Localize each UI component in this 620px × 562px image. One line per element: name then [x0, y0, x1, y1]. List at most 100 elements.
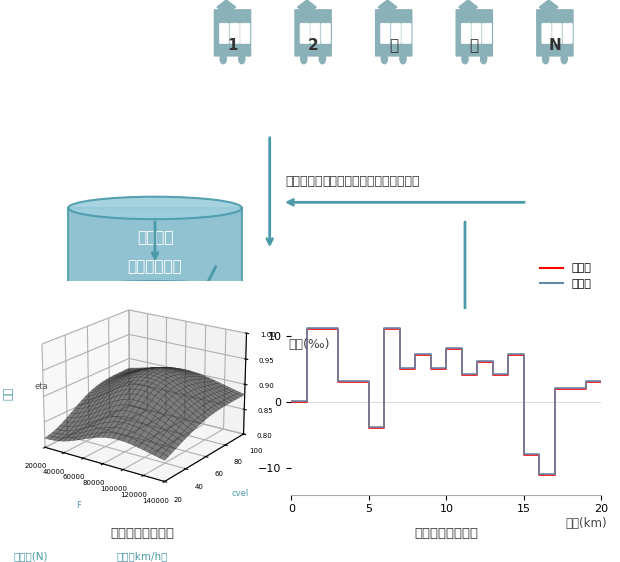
- Circle shape: [400, 53, 406, 64]
- FancyBboxPatch shape: [241, 23, 250, 43]
- 推定値: [458, 345, 466, 351]
- Text: ・: ・: [389, 38, 398, 53]
- 参考値: [551, 472, 559, 478]
- 推定値: [474, 371, 481, 378]
- 参考値: [536, 472, 543, 478]
- FancyBboxPatch shape: [391, 23, 401, 43]
- 参考値: [381, 325, 388, 332]
- Text: 路線勾配推定結果: 路線勾配推定結果: [414, 527, 479, 541]
- 推定値: [520, 351, 528, 358]
- FancyBboxPatch shape: [563, 23, 572, 43]
- 参考値: [303, 325, 311, 332]
- FancyBboxPatch shape: [321, 23, 330, 43]
- FancyBboxPatch shape: [300, 23, 309, 43]
- 参考値: [396, 325, 404, 332]
- Circle shape: [301, 53, 307, 64]
- 参考値: [520, 352, 528, 359]
- 参考値: [582, 379, 590, 386]
- Text: ・: ・: [470, 38, 479, 53]
- Text: 勾配(‰): 勾配(‰): [288, 338, 330, 351]
- 推定値: [288, 397, 295, 404]
- 参考値: [443, 346, 450, 352]
- 参考値: [288, 398, 295, 405]
- 参考値: [443, 365, 450, 372]
- Circle shape: [220, 53, 226, 64]
- 推定値: [443, 364, 450, 371]
- Line: 参考値: 参考値: [291, 329, 601, 475]
- 参考値: [551, 385, 559, 392]
- 推定値: [489, 371, 497, 378]
- FancyBboxPatch shape: [402, 23, 411, 43]
- 参考値: [458, 372, 466, 379]
- FancyBboxPatch shape: [311, 23, 320, 43]
- FancyBboxPatch shape: [219, 23, 229, 43]
- 参考値: [365, 425, 373, 432]
- FancyBboxPatch shape: [381, 23, 390, 43]
- Circle shape: [542, 53, 549, 64]
- Text: eta: eta: [35, 382, 48, 391]
- 推定値: [334, 325, 342, 332]
- 参考値: [474, 359, 481, 365]
- 推定値: [427, 364, 435, 371]
- FancyBboxPatch shape: [552, 23, 562, 43]
- FancyBboxPatch shape: [293, 8, 333, 58]
- 推定値: [427, 351, 435, 358]
- 推定値: [551, 470, 559, 477]
- 推定値: [520, 451, 528, 457]
- 推定値: [396, 325, 404, 332]
- 推定値: [505, 371, 512, 378]
- 推定値: [551, 384, 559, 391]
- 推定値: [303, 397, 311, 404]
- Text: 2: 2: [308, 38, 319, 53]
- 推定値: [582, 384, 590, 391]
- 推定値: [489, 358, 497, 365]
- Circle shape: [480, 53, 487, 64]
- 参考値: [381, 425, 388, 432]
- 参考値: [505, 352, 512, 359]
- 参考値: [412, 365, 419, 372]
- 参考値: [474, 372, 481, 379]
- FancyBboxPatch shape: [68, 208, 242, 292]
- Polygon shape: [217, 0, 236, 14]
- 推定値: [582, 378, 590, 384]
- Text: 効率: 効率: [3, 387, 13, 400]
- Circle shape: [319, 53, 326, 64]
- X-axis label: 距離(km): 距離(km): [565, 517, 607, 530]
- Polygon shape: [539, 0, 558, 14]
- 参考値: [427, 365, 435, 372]
- X-axis label: F: F: [76, 501, 81, 510]
- 参考値: [536, 451, 543, 458]
- Text: 車両運行: 車両運行: [137, 230, 173, 245]
- 推定値: [381, 424, 388, 430]
- Polygon shape: [298, 0, 316, 14]
- Y-axis label: cvel: cvel: [231, 490, 248, 498]
- 参考値: [598, 379, 605, 386]
- Legend: 参考値, 推定値: 参考値, 推定値: [536, 259, 596, 293]
- Circle shape: [561, 53, 567, 64]
- Ellipse shape: [68, 281, 242, 303]
- 推定値: [474, 358, 481, 365]
- 推定値: [412, 351, 419, 358]
- 推定値: [365, 378, 373, 384]
- FancyBboxPatch shape: [213, 8, 252, 58]
- 参考値: [505, 372, 512, 379]
- 推定値: [458, 371, 466, 378]
- Text: データ同化技術を用いた推定: データ同化技術を用いた推定: [322, 175, 420, 188]
- Text: N: N: [549, 38, 561, 53]
- 推定値: [365, 424, 373, 430]
- FancyBboxPatch shape: [482, 23, 492, 43]
- 推定値: [412, 364, 419, 371]
- FancyBboxPatch shape: [535, 8, 575, 58]
- Polygon shape: [459, 0, 477, 14]
- 推定値: [381, 325, 388, 332]
- 参考値: [427, 352, 435, 359]
- 推定値: [303, 325, 311, 332]
- Circle shape: [462, 53, 468, 64]
- FancyBboxPatch shape: [542, 23, 551, 43]
- 参考値: [582, 385, 590, 392]
- Text: 引張力(N): 引張力(N): [14, 551, 48, 561]
- 推定値: [334, 378, 342, 384]
- 参考値: [458, 346, 466, 352]
- 参考値: [334, 325, 342, 332]
- 参考値: [489, 359, 497, 365]
